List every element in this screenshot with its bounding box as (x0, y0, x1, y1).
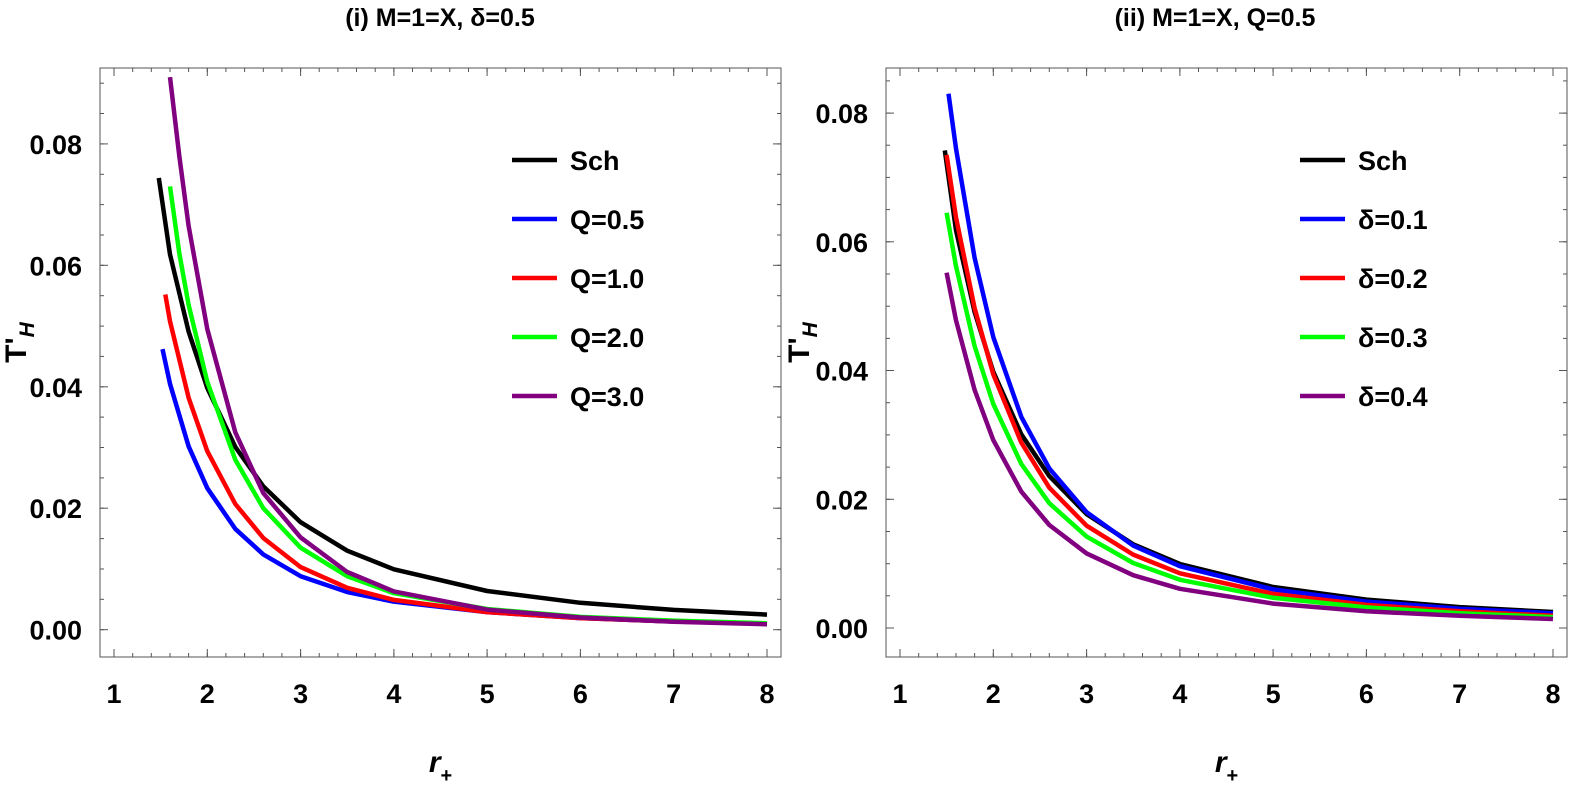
legend-label-2: δ=0.2 (1358, 264, 1428, 294)
y-tick-label: 0.02 (815, 485, 868, 515)
x-tick-label: 3 (293, 679, 308, 709)
legend-label-0: Sch (1358, 146, 1408, 176)
x-tick-label: 6 (1359, 679, 1374, 709)
legend-label-4: δ=0.4 (1358, 382, 1428, 412)
series-line-2 (163, 294, 768, 626)
series-line-3 (944, 212, 1554, 620)
y-tick-label: 0.06 (29, 251, 82, 281)
y-tick-label: 0.02 (29, 494, 82, 524)
chart-panel-i: (i) M=1=X, δ=0.5 1 2 3 4 5 6 7 8 0.00 0.02 0.04 0.06… (0, 0, 785, 787)
x-tick-label: 7 (666, 679, 681, 709)
x-axis-label: r+ (429, 746, 452, 782)
x-tick-label: 5 (1266, 679, 1281, 709)
x-tick-label: 4 (386, 679, 401, 709)
plot-frame (885, 67, 1568, 658)
x-tick-label: 1 (106, 679, 121, 709)
series-line-4 (167, 76, 768, 627)
y-tick-label: 0.08 (29, 130, 82, 160)
series-line-4 (944, 272, 1554, 622)
y-tick-label: 0.08 (815, 99, 868, 129)
series-line-0 (156, 177, 768, 617)
x-tick-label: 1 (892, 679, 907, 709)
series-line-1 (946, 93, 1554, 616)
chart-title: (i) M=1=X, δ=0.5 (345, 4, 535, 32)
legend-label-4: Q=3.0 (570, 382, 644, 412)
x-tick-label: 5 (480, 679, 495, 709)
y-tick-label: 0.00 (29, 616, 82, 646)
x-tick-label: 4 (1172, 679, 1187, 709)
chart-svg-ii: (ii) M=1=X, Q=0.5 1 2 3 4 5 6 7 8 0.00 0.02 0.04 0.0… (783, 4, 1568, 787)
series-line-3 (167, 186, 768, 626)
y-axis-label: T'H (785, 321, 822, 362)
series-line-2 (944, 154, 1554, 619)
y-tick-label: 0.04 (29, 373, 82, 403)
x-tick-label: 6 (573, 679, 588, 709)
legend-label-3: Q=2.0 (570, 323, 644, 353)
y-tick-label: 0.00 (815, 614, 868, 644)
series-line-0 (942, 150, 1554, 615)
legend-label-2: Q=1.0 (570, 264, 644, 294)
plot-frame (99, 67, 782, 658)
legend-label-3: δ=0.3 (1358, 323, 1428, 353)
x-axis-label: r+ (1215, 746, 1238, 782)
x-tick-label: 2 (200, 679, 215, 709)
y-tick-label: 0.04 (815, 357, 868, 387)
x-tick-label: 7 (1452, 679, 1467, 709)
x-tick-label: 2 (986, 679, 1001, 709)
legend-label-1: δ=0.1 (1358, 205, 1428, 235)
chart-panel-ii: (ii) M=1=X, Q=0.5 1 2 3 4 5 6 7 8 0.00 0.02 0.04 0.0… (783, 0, 1570, 787)
chart-svg-i: (i) M=1=X, δ=0.5 1 2 3 4 5 6 7 8 0.00 0.02 0.04 0.06… (0, 4, 782, 787)
y-tick-label: 0.06 (815, 228, 868, 258)
legend-label-1: Q=0.5 (570, 205, 644, 235)
x-tick-label: 3 (1079, 679, 1094, 709)
y-axis-label: T'H (0, 321, 39, 362)
x-tick-label: 8 (759, 679, 774, 709)
legend-label-0: Sch (570, 146, 620, 176)
chart-title: (ii) M=1=X, Q=0.5 (1115, 4, 1316, 32)
x-tick-label: 8 (1545, 679, 1560, 709)
